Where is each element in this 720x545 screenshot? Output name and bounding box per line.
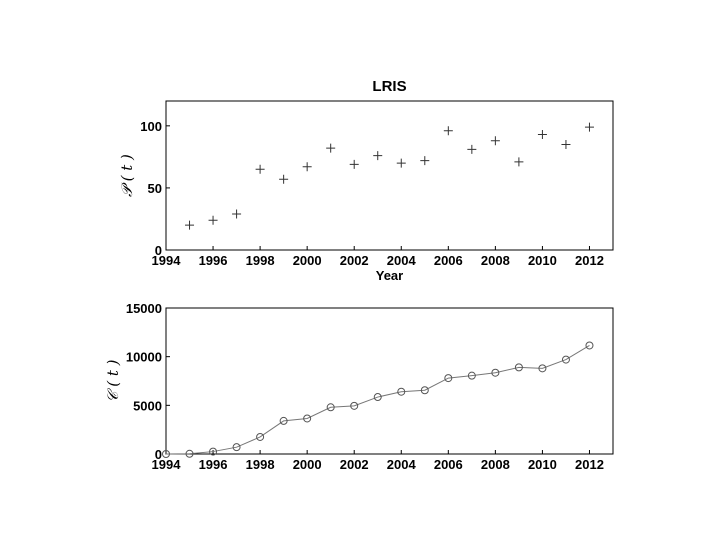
x-tick-label: 2000	[293, 253, 322, 268]
y-tick-label: 15000	[126, 301, 162, 316]
data-point-circle	[209, 447, 218, 456]
data-point-circle	[467, 371, 476, 380]
y-tick-label: 100	[140, 119, 162, 134]
x-tick-label: 2010	[528, 457, 557, 472]
x-tick-label: 2006	[434, 253, 463, 268]
x-tick-label: 2012	[575, 253, 604, 268]
data-point-circle	[444, 374, 453, 383]
x-tick-label: 2010	[528, 253, 557, 268]
data-point-plus	[561, 139, 571, 149]
data-point-plus	[396, 158, 406, 168]
plot-area-frame	[165, 307, 614, 455]
data-point-circle	[162, 450, 170, 458]
x-tick-label: 1996	[199, 457, 228, 472]
x-tick-label: 2000	[293, 457, 322, 472]
data-point-plus	[326, 143, 336, 153]
data-point-plus	[208, 215, 218, 225]
data-point-plus	[255, 164, 265, 174]
data-point-circle	[326, 403, 335, 412]
x-tick-label: 1998	[246, 457, 275, 472]
data-point-plus	[302, 162, 312, 172]
x-tick-label: 1996	[199, 253, 228, 268]
data-point-plus	[420, 156, 430, 166]
chart-panel-1: 1994 1996 1998 2000 2002 2004 2006 2008 2010 2012…	[118, 78, 614, 283]
y-tick-label: 0	[155, 447, 162, 462]
data-point-circle	[397, 387, 406, 396]
data-point-circle	[561, 355, 570, 364]
data-point-circle	[420, 386, 429, 395]
data-point-plus	[537, 130, 547, 140]
data-point-circle	[514, 363, 523, 372]
x-tick-label: 1994	[152, 253, 182, 268]
data-point-plus	[490, 136, 500, 146]
x-tick-label: 2004	[387, 253, 417, 268]
data-point-circle	[350, 401, 359, 410]
x-axis-label: Year	[376, 268, 403, 283]
data-point-plus	[232, 209, 242, 219]
data-point-plus	[279, 174, 289, 184]
data-point-circle	[538, 364, 547, 373]
data-point-circle	[256, 432, 265, 441]
y-tick-label: 0	[155, 243, 162, 258]
x-tick-label: 1998	[246, 253, 275, 268]
data-point-circle	[303, 414, 312, 423]
x-tick-label: 2004	[387, 457, 417, 472]
y-tick-label: 5000	[133, 398, 162, 413]
x-tick-label: 2012	[575, 457, 604, 472]
data-point-plus	[185, 220, 195, 230]
data-point-plus	[349, 159, 359, 169]
data-point-circle	[491, 368, 500, 377]
data-point-circle	[585, 341, 594, 350]
chart-title: LRIS	[372, 78, 406, 95]
y-tick-label: 50	[148, 181, 162, 196]
x-tick-label: 1994	[152, 457, 182, 472]
series-line	[165, 345, 590, 455]
data-point-circle	[232, 443, 241, 452]
y-axis-label: 𝒫 ( t )	[118, 154, 136, 197]
x-tick-label: 2002	[340, 457, 369, 472]
x-tick-label: 2002	[340, 253, 369, 268]
x-tick-label: 2006	[434, 457, 463, 472]
data-point-plus	[373, 151, 383, 161]
data-point-circle	[279, 416, 288, 425]
data-point-plus	[467, 144, 477, 154]
data-point-plus	[584, 122, 594, 132]
x-tick-label: 2008	[481, 253, 510, 268]
data-point-circle	[185, 449, 194, 458]
x-tick-label: 2008	[481, 457, 510, 472]
data-point-plus	[443, 126, 453, 136]
y-tick-label: 10000	[126, 350, 162, 365]
y-axis-label: 𝒞 ( t )	[104, 359, 122, 402]
data-point-circle	[373, 393, 382, 402]
chart-panel-2: 1994 1996 1998 2000 2002 2004 2006 2008 2010 2012…	[104, 301, 614, 472]
data-point-plus	[514, 157, 524, 167]
plot-area-frame	[165, 100, 614, 251]
